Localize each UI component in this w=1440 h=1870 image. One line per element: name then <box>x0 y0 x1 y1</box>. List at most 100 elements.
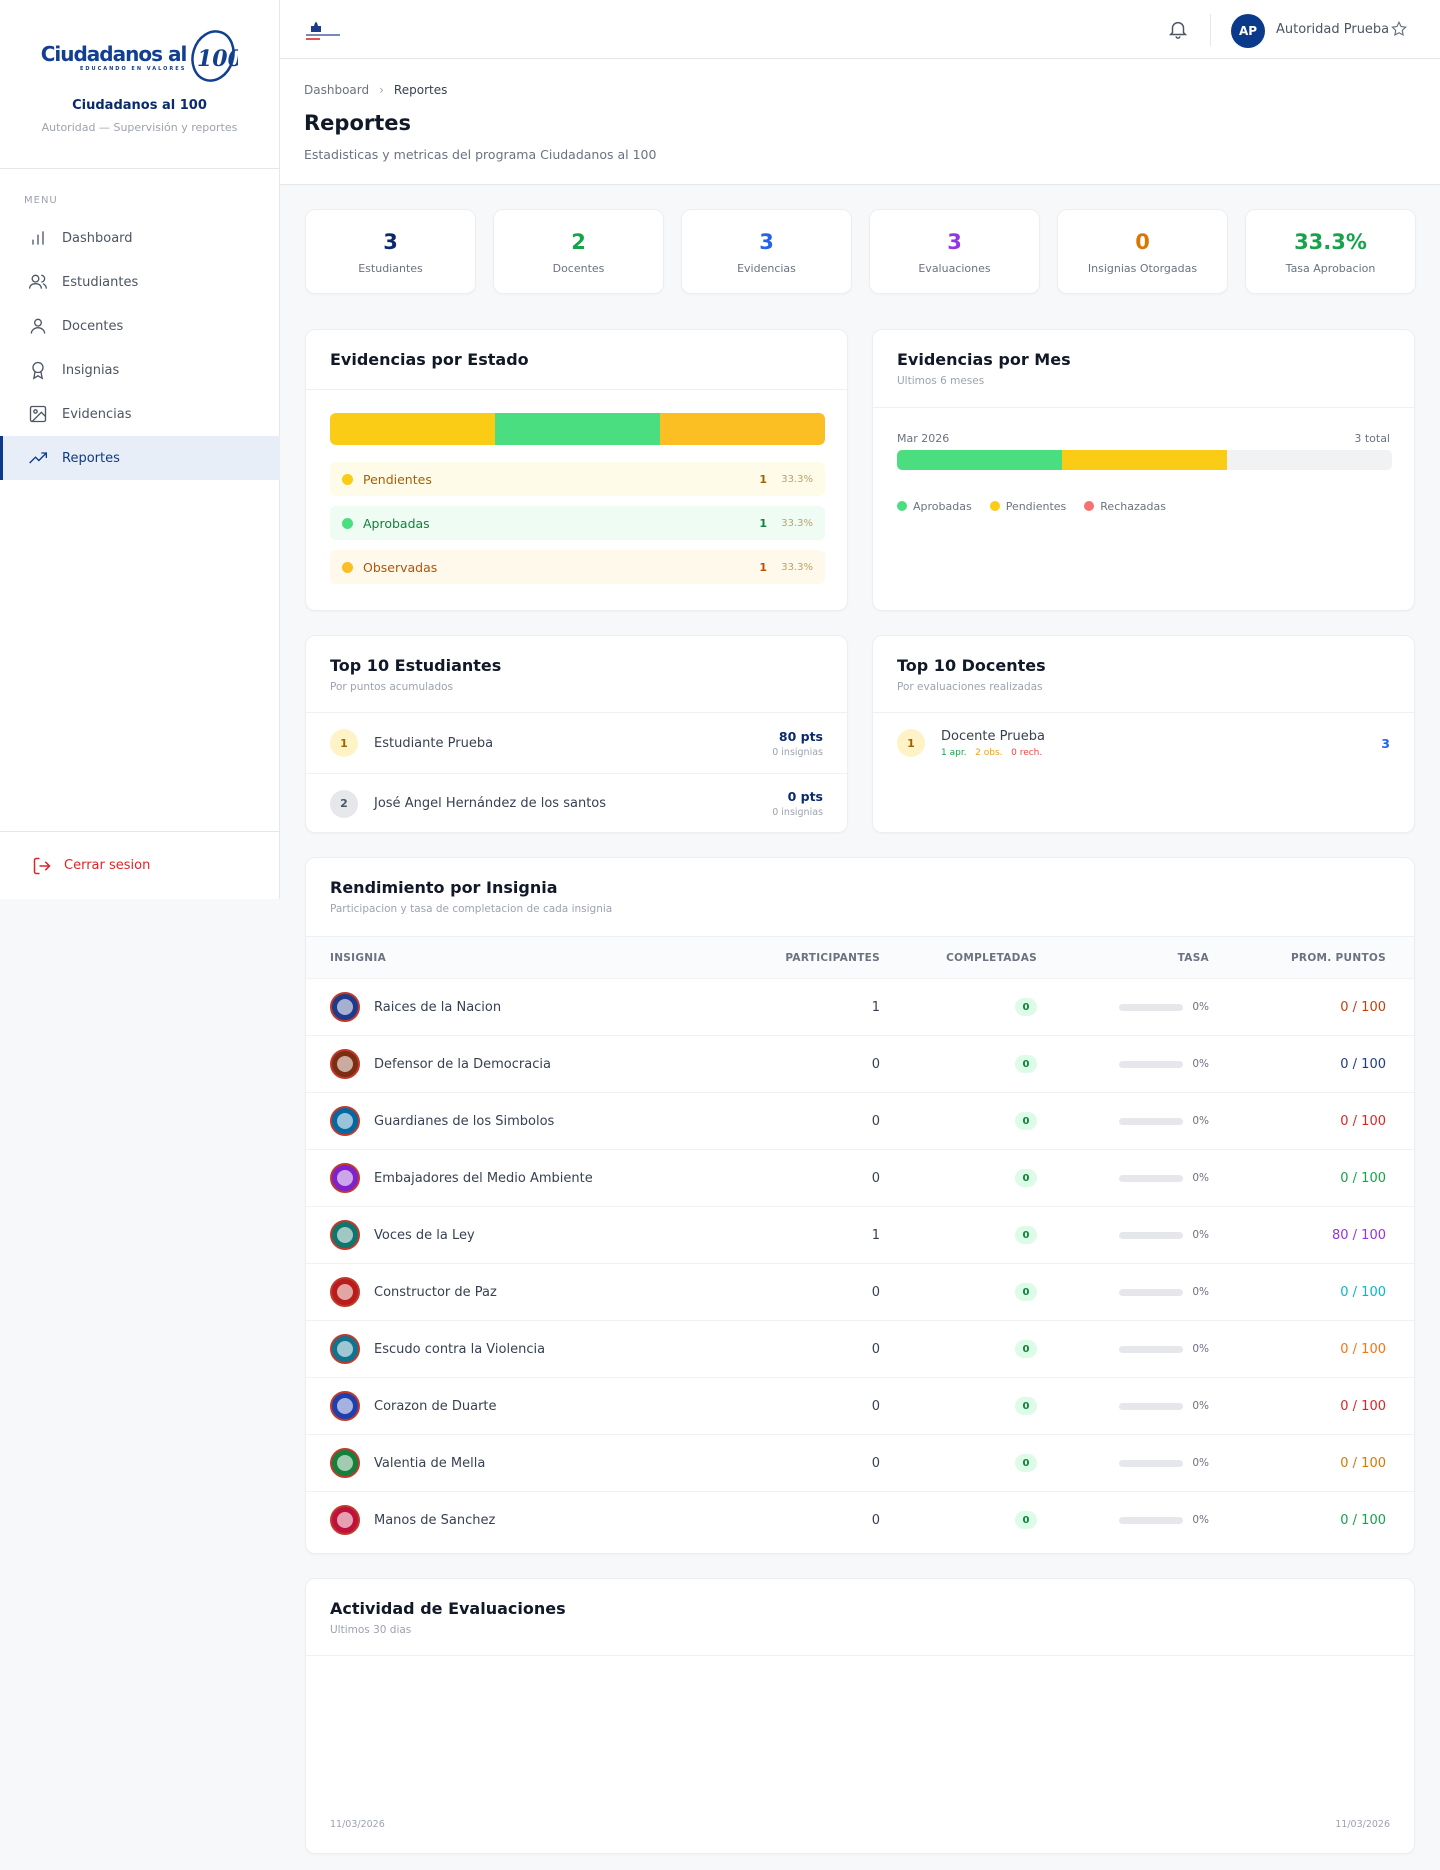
top-estudiantes-card: Top 10 Estudiantes Por puntos acumulados… <box>305 635 848 833</box>
card-title: Rendimiento por Insignia <box>330 878 558 897</box>
status-row[interactable]: Observadas 1 33.3% <box>330 550 825 584</box>
column-header[interactable]: PARTICIPANTES <box>785 951 880 964</box>
page-subtitle: Estadisticas y metricas del programa Ciu… <box>304 147 657 162</box>
table-row[interactable]: Raices de la Nacion 1 0 0% 0 / 100 <box>306 978 1414 1035</box>
prom-puntos-cell: 0 / 100 <box>1340 1056 1386 1072</box>
completadas-cell: 0 <box>880 998 1037 1016</box>
table-row[interactable]: Constructor de Paz 0 0 0% 0 / 100 <box>306 1263 1414 1320</box>
image-icon <box>29 405 47 423</box>
legend-dot-icon <box>989 501 1000 511</box>
insignia-badge-icon <box>330 1277 360 1307</box>
completadas-cell: 0 <box>880 1112 1037 1130</box>
completadas-pill: 0 <box>1015 1340 1037 1358</box>
tasa-cell: 0% <box>1037 1343 1209 1355</box>
trend-up-icon <box>29 452 47 464</box>
brand-role: Autoridad — Supervisión y reportes <box>41 121 238 134</box>
sidebar-item-reportes[interactable]: Reportes <box>0 436 280 480</box>
table-row[interactable]: Valentia de Mella 0 0 0% 0 / 100 <box>306 1434 1414 1491</box>
tasa-percent: 0% <box>1192 1457 1209 1469</box>
brand: Ciudadanos al EDUCANDO EN VALORES 100 Ci… <box>0 0 279 169</box>
top-docentes-card: Top 10 Docentes Por evaluaciones realiza… <box>872 635 1415 833</box>
stat-label: Evaluaciones <box>918 262 991 275</box>
prom-puntos-cell: 0 / 100 <box>1340 1455 1386 1471</box>
breadcrumb-dashboard[interactable]: Dashboard <box>304 83 370 97</box>
logout-icon <box>33 857 51 874</box>
column-header[interactable]: TASA <box>1177 951 1209 964</box>
table-header: INSIGNIA PARTICIPANTES COMPLETADAS TASA … <box>306 936 1414 978</box>
insignia-cell: Corazon de Duarte <box>330 1391 750 1421</box>
completadas-pill: 0 <box>1015 1112 1037 1130</box>
sidebar-item-label: Insignias <box>62 362 120 378</box>
chevron-right-icon: › <box>379 83 384 97</box>
legend-item: Aprobadas <box>897 500 972 513</box>
docente-aprobadas: 1 apr. <box>941 747 967 758</box>
x-axis-start-label: 11/03/2026 <box>330 1819 385 1830</box>
list-item[interactable]: 1 Estudiante Prueba 80 pts 0 insignias <box>306 713 847 773</box>
tasa-cell: 0% <box>1037 1229 1209 1241</box>
insignia-badge-icon <box>330 1106 360 1136</box>
completadas-pill: 0 <box>1015 1511 1037 1529</box>
list-item[interactable]: 2 José Angel Hernández de los santos 0 pts… <box>306 773 847 833</box>
sidebar-item-insignias[interactable]: Insignias <box>0 348 280 392</box>
student-score: 0 pts 0 insignias <box>772 789 823 818</box>
tasa-percent: 0% <box>1192 1058 1209 1070</box>
table-row[interactable]: Defensor de la Democracia 0 0 0% 0 / 100 <box>306 1035 1414 1092</box>
status-dot-icon <box>342 561 353 573</box>
list-item[interactable]: 1 Docente Prueba 1 apr. 2 obs. 0 rech. 3 <box>873 713 1414 773</box>
month-total: 3 total <box>1354 432 1390 445</box>
logout-label: Cerrar sesion <box>64 858 151 873</box>
sidebar-item-dashboard[interactable]: Dashboard <box>0 216 280 260</box>
card-title: Evidencias por Mes <box>897 350 1071 369</box>
status-row[interactable]: Pendientes 1 33.3% <box>330 462 825 496</box>
stat-value: 0 <box>1135 230 1150 254</box>
card-subtitle: Por evaluaciones realizadas <box>897 681 1043 693</box>
card-divider <box>873 712 1414 713</box>
insignia-name: Embajadores del Medio Ambiente <box>374 1170 593 1186</box>
column-header[interactable]: COMPLETADAS <box>946 951 1037 964</box>
column-header[interactable]: INSIGNIA <box>330 951 387 964</box>
insignia-cell: Raices de la Nacion <box>330 992 750 1022</box>
prom-puntos-cell: 0 / 100 <box>1340 1398 1386 1414</box>
page-header: Dashboard › Reportes Reportes Estadistic… <box>280 59 1440 185</box>
sidebar-item-estudiantes[interactable]: Estudiantes <box>0 260 280 304</box>
app-logo[interactable]: Ciudadanos al EDUCANDO EN VALORES 100 <box>41 26 238 84</box>
participantes-cell: 0 <box>871 1341 880 1357</box>
sidebar-item-label: Estudiantes <box>62 274 139 290</box>
user-name[interactable]: Autoridad Prueba <box>1276 22 1390 37</box>
sidebar-item-docentes[interactable]: Docentes <box>0 304 280 348</box>
completadas-cell: 0 <box>880 1340 1037 1358</box>
stat-label: Tasa Aprobacion <box>1285 262 1376 275</box>
brand-name: Ciudadanos al 100 <box>72 98 207 113</box>
card-subtitle: Participacion y tasa de completacion de … <box>330 903 613 915</box>
tasa-cell: 0% <box>1037 1058 1209 1070</box>
star-icon[interactable] <box>1390 20 1408 38</box>
legend-dot-icon <box>897 501 907 511</box>
sidebar: Ciudadanos al EDUCANDO EN VALORES 100 Ci… <box>0 0 280 899</box>
users-icon <box>29 274 47 289</box>
logout-button[interactable]: Cerrar sesion <box>0 831 280 899</box>
avatar[interactable]: AP <box>1231 14 1265 48</box>
table-row[interactable]: Manos de Sanchez 0 0 0% 0 / 100 <box>306 1491 1414 1548</box>
completadas-pill: 0 <box>1015 1283 1037 1301</box>
table-row[interactable]: Voces de la Ley 1 0 0% 80 / 100 <box>306 1206 1414 1263</box>
insignia-badge-icon <box>330 1049 360 1079</box>
table-row[interactable]: Guardianes de los Simbolos 0 0 0% 0 / 100 <box>306 1092 1414 1149</box>
notifications-bell-icon[interactable] <box>1167 18 1189 40</box>
page-title: Reportes <box>304 111 412 135</box>
breadcrumb-current: Reportes <box>393 83 448 97</box>
insignia-cell: Embajadores del Medio Ambiente <box>330 1163 750 1193</box>
column-header[interactable]: PROM. PUNTOS <box>1290 951 1386 964</box>
participantes-cell: 0 <box>871 1113 880 1129</box>
table-row[interactable]: Embajadores del Medio Ambiente 0 0 0% 0 / 10… <box>306 1149 1414 1206</box>
card-subtitle: Por puntos acumulados <box>330 681 454 693</box>
table-row[interactable]: Corazon de Duarte 0 0 0% 0 / 100 <box>306 1377 1414 1434</box>
legend-dot-icon <box>1084 501 1095 511</box>
sidebar-item-evidencias[interactable]: Evidencias <box>0 392 280 436</box>
status-count: 1 <box>759 472 767 486</box>
status-row[interactable]: Aprobadas 1 33.3% <box>330 506 825 540</box>
insignia-badge-icon <box>330 992 360 1022</box>
insignia-cell: Defensor de la Democracia <box>330 1049 750 1079</box>
completadas-cell: 0 <box>880 1226 1037 1244</box>
table-row[interactable]: Escudo contra la Violencia 0 0 0% 0 / 100 <box>306 1320 1414 1377</box>
stat-value: 33.3% <box>1294 230 1367 254</box>
